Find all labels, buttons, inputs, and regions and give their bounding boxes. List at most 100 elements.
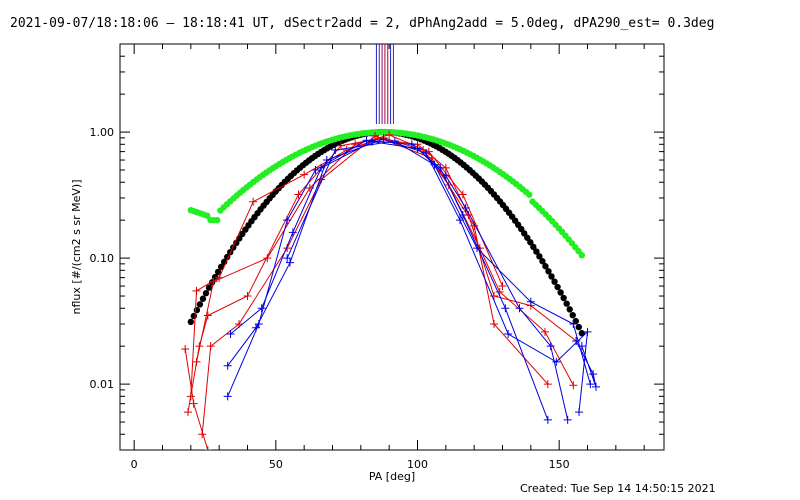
blue-plus-marker xyxy=(223,392,232,401)
black-model-point xyxy=(578,330,586,337)
black-model-point xyxy=(193,306,201,314)
chart-title: 2021-09-07/18:18:06 – 18:18:41 UT, dSect… xyxy=(10,16,715,31)
x-tick-label: 0 xyxy=(131,458,138,471)
red-plus-marker xyxy=(209,277,218,286)
x-axis-label: PA [deg] xyxy=(369,470,415,483)
red-plus-marker xyxy=(203,311,212,320)
plot-frame xyxy=(119,43,665,451)
blue-plus-marker xyxy=(526,297,535,306)
blue-plus-marker xyxy=(422,149,430,158)
black-model-point xyxy=(527,239,534,246)
red-trace-line xyxy=(187,137,574,413)
red-plus-marker xyxy=(192,357,201,366)
black-model-point xyxy=(572,317,579,325)
blue-plus-marker xyxy=(379,135,388,144)
black-model-point xyxy=(566,306,573,313)
black-model-point xyxy=(524,234,531,241)
black-model-point xyxy=(536,253,543,260)
red-plus-marker xyxy=(490,292,498,301)
blue-plus-marker xyxy=(223,361,232,370)
blue-plus-marker xyxy=(407,140,416,149)
red-plus-marker xyxy=(203,446,212,450)
red-plus-marker xyxy=(569,381,578,390)
green-model-point xyxy=(578,252,586,259)
plot-content xyxy=(181,44,600,450)
black-model-point xyxy=(554,283,561,291)
black-model-point xyxy=(560,294,567,302)
blue-plus-marker xyxy=(461,203,470,212)
black-model-point xyxy=(217,263,225,271)
blue-plus-marker xyxy=(577,342,586,351)
blue-plus-marker xyxy=(546,342,555,351)
blue-trace-line xyxy=(227,138,589,413)
red-plus-marker xyxy=(243,292,252,301)
black-model-point xyxy=(548,273,555,280)
blue-plus-marker xyxy=(569,319,578,328)
blue-plus-marker xyxy=(257,304,266,313)
blue-plus-marker xyxy=(441,171,450,180)
blue-plus-marker xyxy=(543,415,552,424)
blue-plus-marker xyxy=(515,304,524,313)
red-plus-marker xyxy=(263,254,272,263)
red-plus-marker xyxy=(192,286,201,295)
red-plus-marker xyxy=(189,399,198,408)
red-plus-marker xyxy=(184,408,192,417)
red-plus-marker xyxy=(543,380,552,389)
red-plus-marker xyxy=(490,319,498,328)
blue-plus-marker xyxy=(322,156,331,165)
blue-plus-marker xyxy=(252,323,260,332)
blue-plus-marker xyxy=(586,380,595,389)
red-plus-marker xyxy=(498,282,507,291)
blue-trace-line xyxy=(286,140,591,385)
created-timestamp: Created: Tue Sep 14 14:50:15 2021 xyxy=(520,482,716,495)
black-model-point xyxy=(539,258,546,265)
black-model-point xyxy=(214,268,222,276)
y-tick-label: 1.00 xyxy=(90,126,115,139)
blue-plus-marker xyxy=(286,258,294,267)
black-model-point xyxy=(196,301,204,308)
black-model-point xyxy=(569,311,576,319)
blue-plus-marker xyxy=(563,415,572,424)
black-model-point xyxy=(187,318,195,326)
blue-plus-marker xyxy=(473,244,481,253)
blue-plus-marker xyxy=(572,336,581,345)
green-model-point xyxy=(204,212,211,219)
black-model-point xyxy=(205,284,213,291)
red-plus-marker xyxy=(495,287,504,296)
blue-trace-line xyxy=(575,340,597,388)
black-model-point xyxy=(551,278,558,285)
y-tick-label: 0.01 xyxy=(90,378,115,391)
red-trace-line xyxy=(201,135,549,435)
blue-plus-marker xyxy=(226,329,235,338)
blue-plus-marker xyxy=(504,329,513,338)
blue-plus-marker xyxy=(583,327,592,336)
red-trace-line xyxy=(190,138,577,397)
red-plus-marker xyxy=(541,327,549,336)
black-model-point xyxy=(563,300,570,307)
red-plus-marker xyxy=(249,197,258,206)
green-model-point xyxy=(526,191,533,198)
black-model-point xyxy=(545,268,552,275)
blue-plus-marker xyxy=(288,228,297,237)
blue-plus-marker xyxy=(311,166,320,175)
black-model-point xyxy=(199,295,207,302)
blue-plus-marker xyxy=(362,136,371,145)
y-tick-label: 0.10 xyxy=(90,252,115,265)
blue-plus-marker xyxy=(592,382,600,391)
red-plus-marker xyxy=(337,141,345,150)
black-model-point xyxy=(575,323,583,331)
red-trace-line xyxy=(196,134,503,363)
blue-plus-marker xyxy=(501,304,510,313)
red-plus-marker xyxy=(385,130,394,139)
black-model-point xyxy=(530,243,537,251)
red-plus-marker xyxy=(181,344,190,353)
x-tick-label: 100 xyxy=(407,458,428,471)
blue-plus-marker xyxy=(575,408,583,417)
blue-plus-marker xyxy=(413,144,422,153)
black-model-point xyxy=(233,239,240,247)
black-model-point xyxy=(190,312,198,320)
blue-plus-marker xyxy=(430,160,439,169)
blue-plus-marker xyxy=(552,357,561,366)
black-model-point xyxy=(542,263,549,270)
y-axis-label: nflux [#/(cm2 s sr MeV)] xyxy=(70,180,83,315)
